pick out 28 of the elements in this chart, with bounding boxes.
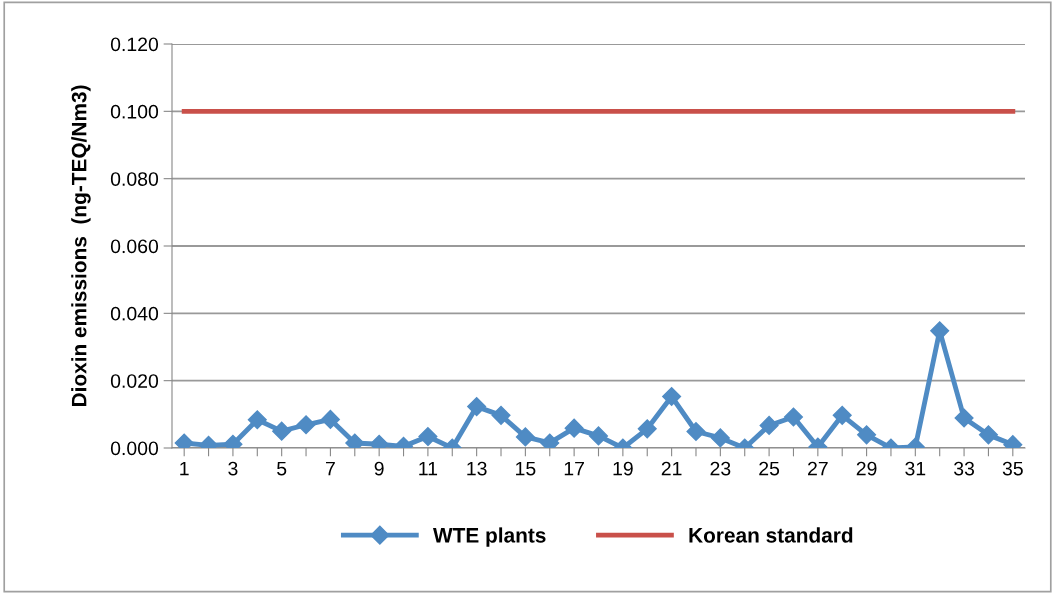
y-tick-label: 0.060	[110, 239, 159, 254]
x-tick-label: 15	[516, 461, 536, 476]
x-tick-label: 11	[419, 461, 438, 476]
y-tick-label: 0.040	[110, 306, 159, 321]
y-axis-title: Dioxin emissions (ng-TEQ/Nm3)	[71, 85, 91, 407]
x-tick-label: 31	[905, 461, 926, 476]
y-tick-label: 0.020	[110, 374, 159, 388]
legend-label: Korean standard	[689, 527, 853, 543]
x-tick-label: 3	[228, 461, 238, 476]
x-tick-label: 17	[564, 461, 584, 476]
x-tick-label: 19	[613, 461, 633, 476]
x-tick-label: 13	[467, 461, 487, 476]
y-tick-label: 0.080	[110, 172, 159, 186]
x-tick-label: 25	[759, 461, 780, 476]
legend-label: WTE plants	[433, 527, 546, 547]
x-tick-label: 5	[277, 461, 287, 476]
x-tick-label: 35	[1002, 461, 1023, 476]
x-tick-label: 29	[856, 461, 877, 476]
x-tick-label: 1	[180, 461, 189, 476]
y-tick-label: 0.120	[110, 37, 159, 52]
x-tick-label: 23	[710, 461, 731, 476]
x-tick-label: 9	[374, 461, 384, 476]
x-tick-label: 27	[808, 461, 828, 476]
x-tick-label: 7	[326, 461, 335, 476]
y-tick-label: 0.100	[110, 104, 159, 119]
x-tick-label: 33	[954, 461, 975, 476]
x-tick-label: 21	[661, 461, 682, 476]
y-tick-label: 0.000	[110, 441, 159, 456]
